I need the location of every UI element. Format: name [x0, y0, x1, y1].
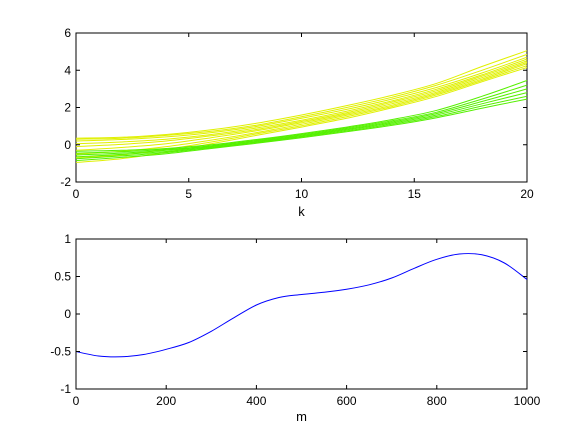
bottom-plot-x-tick-label: 200: [156, 394, 176, 408]
top-plot-y-tick-label: -2: [60, 175, 71, 189]
bottom-plot-y-tick-label: -0.5: [50, 345, 71, 359]
top-plot-series-line-2: [75, 56, 528, 142]
top-plot-x-tick-label: 0: [73, 187, 80, 201]
bottom-plot-series-line-0: [75, 253, 528, 358]
top-plot-x-tick-label: 10: [295, 187, 309, 201]
bottom-plot-y-tick-label: -1: [60, 382, 71, 396]
bottom-plot-y-tick-label: 1: [64, 232, 71, 246]
top-plot-series-line-1: [75, 53, 528, 140]
top-plot-y-tick-label: 2: [64, 101, 71, 115]
top-plot-series-line-9: [75, 80, 528, 152]
top-plot-x-tick-label: 15: [408, 187, 422, 201]
bottom-plot-x-tick-label: 600: [337, 394, 357, 408]
top-plot-y-tick-label: 6: [64, 26, 71, 40]
top-plot-axes-box: [75, 32, 528, 183]
top-plot-series-line-3: [75, 58, 528, 145]
top-plot-series-line-6: [75, 63, 528, 155]
top-plot-series-line-8: [75, 67, 528, 163]
bottom-plot-y-tick-label: 0: [64, 307, 71, 321]
top-plot-series-line-13: [75, 95, 528, 160]
bottom-plot-ticks: 0 200 400 600 800 1000 -1 -0.5 0 0.5 1: [50, 232, 540, 408]
top-plot-x-tick-label: 20: [520, 187, 534, 201]
bottom-plot-x-tick-label: 0: [73, 394, 80, 408]
top-plot-series-line-5: [75, 61, 528, 151]
bottom-plot-x-tick-label: 400: [246, 394, 266, 408]
bottom-plot-y-tick-label: 0.5: [54, 270, 71, 284]
bottom-plot-x-tick-label: 1000: [514, 394, 541, 408]
top-plot-y-tick-label: 0: [64, 138, 71, 152]
top-plot-x-axis-label: k: [298, 204, 305, 219]
bottom-plot-x-axis-label: m: [296, 409, 307, 424]
top-plot-series-line-11: [75, 88, 528, 156]
top-plot-series-line-4: [75, 60, 528, 148]
top-plot-x-tick-label: 5: [185, 187, 192, 201]
bottom-plot: 0 200 400 600 800 1000 -1 -0.5 0 0.5 1 m: [50, 232, 540, 424]
bottom-plot-x-tick-label: 800: [427, 394, 447, 408]
bottom-plot-series-group: [75, 253, 528, 358]
top-plot-series-line-12: [75, 92, 528, 158]
top-plot-series-line-14: [75, 98, 528, 162]
bottom-plot-axes-box: [75, 238, 528, 390]
top-plot-series-line-10: [75, 84, 528, 154]
top-plot-series-group: [75, 50, 528, 163]
top-plot-series-line-0: [75, 50, 528, 139]
top-plot-y-tick-label: 4: [64, 63, 71, 77]
